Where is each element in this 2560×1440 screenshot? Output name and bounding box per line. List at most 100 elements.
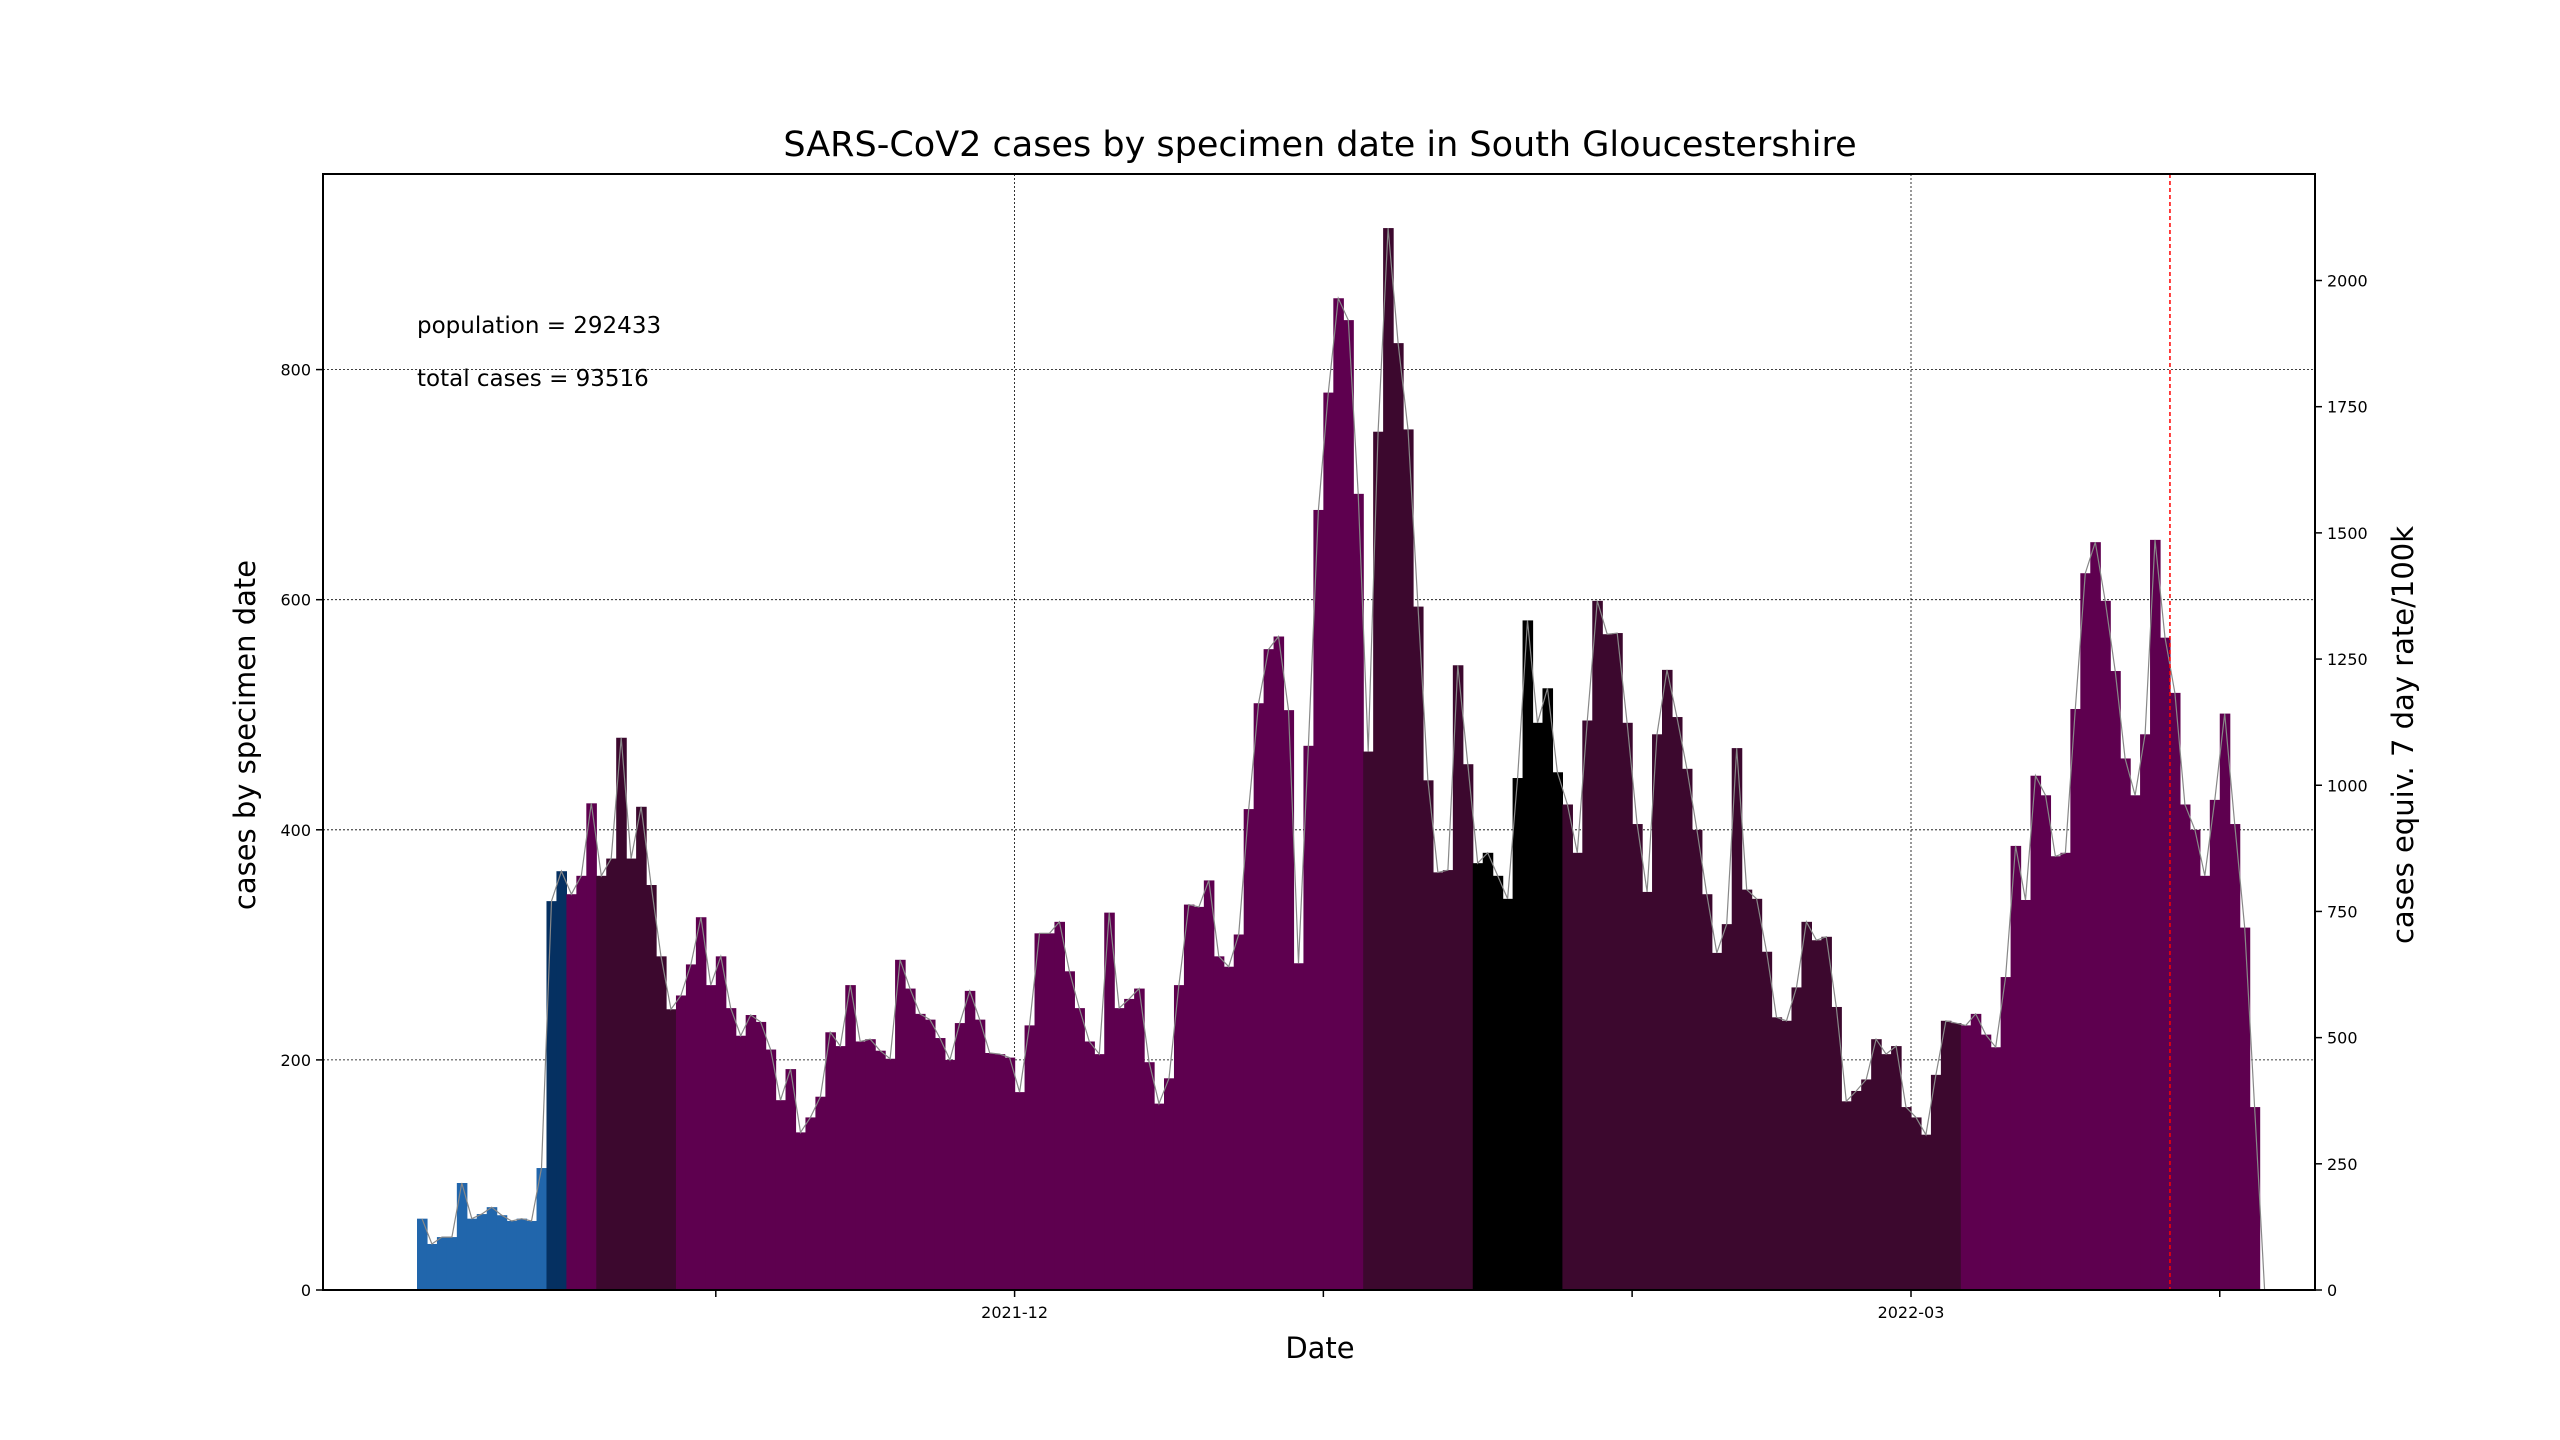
bar xyxy=(1413,606,1424,1290)
bar xyxy=(1253,703,1265,1290)
bar xyxy=(1502,898,1514,1290)
y2-tick-label: 1750 xyxy=(2327,398,2368,417)
y2-tick-label: 500 xyxy=(2327,1029,2358,1048)
bar xyxy=(1373,431,1384,1290)
bar xyxy=(556,871,567,1290)
bar xyxy=(1881,1054,1892,1290)
y2-axis-label: cases equiv. 7 day rate/100k xyxy=(2386,526,2420,944)
bar xyxy=(586,803,597,1290)
bar xyxy=(516,1218,528,1290)
bar xyxy=(2030,775,2042,1290)
bar xyxy=(1154,1103,1165,1290)
bar xyxy=(1562,804,1573,1290)
bar xyxy=(2100,600,2111,1290)
bar xyxy=(1522,620,1534,1290)
bar xyxy=(1144,1062,1155,1290)
bar xyxy=(2140,734,2151,1290)
y-tick-label: 600 xyxy=(280,591,311,610)
bar xyxy=(1990,1047,2002,1290)
bar xyxy=(2179,804,2191,1290)
bar xyxy=(1930,1074,1942,1290)
bar xyxy=(456,1183,468,1290)
bar xyxy=(2239,927,2251,1290)
bar xyxy=(1283,710,1295,1290)
bar xyxy=(596,875,607,1290)
bar xyxy=(1213,956,1225,1290)
x-axis-label: Date xyxy=(1285,1331,1354,1365)
bar xyxy=(1950,1023,1962,1290)
bar xyxy=(944,1059,956,1290)
bar xyxy=(1652,734,1663,1290)
y-axis-label: cases by specimen date xyxy=(228,560,262,910)
bar xyxy=(1871,1039,1882,1290)
bar xyxy=(1741,889,1753,1290)
bar xyxy=(1771,1017,1783,1290)
bar xyxy=(1383,228,1394,1291)
bar xyxy=(1393,343,1404,1291)
bar xyxy=(964,990,976,1290)
bar xyxy=(1054,921,1065,1290)
y2-tick-label: 2000 xyxy=(2327,272,2368,291)
bar xyxy=(1492,875,1504,1290)
bar xyxy=(695,917,707,1290)
bar xyxy=(1273,636,1285,1290)
bar xyxy=(1791,987,1803,1290)
bar xyxy=(1462,764,1474,1290)
chart-title: SARS-CoV2 cases by specimen date in Sout… xyxy=(783,125,1856,165)
bar xyxy=(2070,708,2081,1290)
right-y-axis: 0 250 500 750 1000 1250 1500 1750 2000 xyxy=(2315,272,2368,1300)
bar xyxy=(2169,692,2181,1290)
bar xyxy=(1024,1025,1036,1290)
bar xyxy=(1293,963,1305,1290)
bar xyxy=(1920,1134,1932,1290)
population-annotation: population = 292433 xyxy=(417,313,661,339)
bar xyxy=(546,901,558,1290)
bar xyxy=(1751,898,1763,1290)
bar xyxy=(825,1032,836,1290)
bar xyxy=(1841,1101,1852,1290)
bar xyxy=(496,1215,508,1290)
bar xyxy=(765,1049,777,1290)
bar xyxy=(1422,780,1434,1290)
bar xyxy=(2209,799,2221,1290)
bar xyxy=(954,1023,966,1290)
bar xyxy=(1183,904,1195,1290)
bar xyxy=(1014,1092,1026,1290)
bar xyxy=(915,1013,926,1290)
bar xyxy=(526,1220,538,1290)
bar xyxy=(845,985,856,1290)
bar xyxy=(775,1100,787,1290)
bar xyxy=(1442,870,1454,1290)
bar xyxy=(1731,748,1743,1290)
bars xyxy=(417,228,2261,1291)
bar xyxy=(715,956,727,1290)
bar xyxy=(1482,852,1494,1290)
bar xyxy=(705,985,717,1290)
bar xyxy=(895,959,906,1290)
bar xyxy=(924,1019,936,1290)
bar xyxy=(1622,722,1633,1290)
bar xyxy=(1542,688,1554,1290)
bar xyxy=(1233,934,1245,1290)
bar xyxy=(1333,298,1344,1290)
bar xyxy=(1243,809,1255,1290)
bar xyxy=(476,1214,488,1290)
bar xyxy=(1761,951,1773,1290)
total-cases-annotation: total cases = 93516 xyxy=(417,366,649,392)
bar xyxy=(1084,1041,1095,1290)
bar xyxy=(1263,649,1275,1290)
bar xyxy=(1960,1025,1972,1290)
bar xyxy=(815,1096,826,1290)
bar xyxy=(1124,998,1135,1290)
bar xyxy=(865,1039,876,1290)
bar xyxy=(1552,772,1563,1290)
y-tick-label: 800 xyxy=(280,361,311,380)
bar xyxy=(2110,671,2121,1290)
bar xyxy=(1801,921,1812,1290)
bar xyxy=(1711,952,1723,1290)
bar xyxy=(2060,852,2071,1290)
bar xyxy=(1313,509,1324,1290)
y-tick-label: 200 xyxy=(280,1051,311,1070)
y2-tick-label: 1250 xyxy=(2327,650,2368,669)
